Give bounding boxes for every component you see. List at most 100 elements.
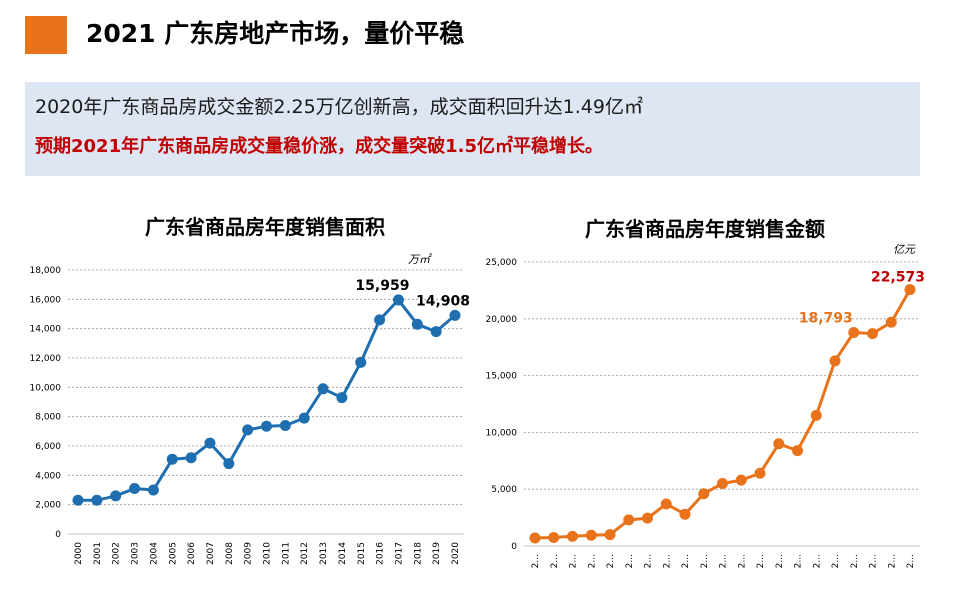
data-point: [660, 498, 672, 510]
y-tick-label: 15,000: [486, 372, 518, 382]
data-point: [129, 483, 141, 495]
x-tick-label: 2017: [394, 542, 404, 565]
x-tick-label: 2007: [206, 542, 216, 565]
x-tick-label: 2001: [93, 542, 103, 565]
data-point: [355, 356, 367, 368]
x-tick-label: 2008: [225, 542, 235, 565]
x-tick-label: 2...: [681, 554, 691, 568]
data-label: 22,573: [871, 270, 925, 286]
x-tick-label: 2010: [263, 542, 273, 565]
x-tick-label: 2011: [281, 542, 291, 565]
data-point: [374, 314, 386, 326]
x-tick-label: 2...: [531, 554, 541, 568]
unit-label: 亿元: [893, 243, 916, 256]
x-tick-label: 2016: [376, 542, 386, 565]
y-axis-ticks: 0 2,000 4,000 6,000 8,000 10,000 12,000 14,000 1…: [30, 266, 62, 540]
y-tick-label: 18,000: [30, 266, 62, 276]
data-point: [411, 318, 423, 330]
x-tick-label: 2...: [812, 554, 822, 568]
data-point: [867, 328, 878, 340]
x-tick-label: 2020: [451, 542, 461, 565]
data-point: [185, 452, 197, 464]
y-tick-label: 2,000: [35, 501, 61, 511]
summary-line-2: 预期2021年广东商品房成交量稳价涨，成交量突破1.5亿㎡平稳增长。: [35, 136, 603, 157]
y-tick-label: 10,000: [30, 383, 62, 393]
x-tick-label: 2...: [906, 554, 916, 568]
x-tick-label: 2009: [244, 542, 254, 565]
x-axis-ticks: 2... 2... 2... 2... 2... 2... 2... 2... 2... 2...…: [531, 554, 916, 568]
x-tick-label: 2...: [606, 554, 616, 568]
y-tick-label: 10,000: [486, 428, 518, 438]
x-tick-label: 2002: [112, 542, 122, 565]
x-tick-label: 2...: [794, 554, 804, 568]
data-point: [449, 309, 461, 321]
y-tick-label: 12,000: [30, 354, 62, 364]
data-point: [792, 445, 803, 457]
x-tick-label: 2015: [357, 542, 367, 565]
data-point: [392, 294, 404, 306]
data-label: 14,908: [416, 293, 470, 309]
y-axis-ticks: 0 5,000 10,000 15,000 20,000 25,000: [486, 258, 518, 552]
y-tick-label: 0: [511, 542, 517, 552]
y-tick-label: 0: [55, 530, 61, 540]
x-tick-label: 2...: [700, 554, 710, 568]
data-point: [848, 327, 860, 339]
gridlines: [524, 261, 920, 547]
y-tick-label: 20,000: [486, 315, 518, 325]
title-accent-square: [25, 16, 67, 54]
series-line: [529, 284, 916, 544]
chart-title: 广东省商品房年度销售面积: [145, 215, 385, 239]
x-tick-label: 2003: [131, 542, 141, 565]
data-point: [279, 419, 291, 431]
x-tick-label: 2...: [719, 554, 729, 568]
data-point: [735, 474, 747, 486]
data-labels: 18,793 22,573: [799, 270, 925, 327]
data-point: [317, 383, 329, 395]
y-tick-label: 8,000: [35, 413, 61, 423]
x-tick-label: 2...: [644, 554, 654, 568]
data-point: [223, 458, 235, 470]
x-tick-label: 2...: [831, 554, 841, 568]
y-tick-label: 25,000: [486, 258, 518, 268]
series-polyline: [534, 288, 912, 540]
x-tick-label: 2004: [149, 542, 159, 565]
sales-area-chart: 广东省商品房年度销售面积 万㎡ 0 2,000 4,000 6,000 8,000 10,…: [30, 215, 471, 565]
data-point: [91, 494, 103, 506]
data-point: [261, 420, 272, 432]
summary-box: 2020年广东商品房成交金额2.25万亿创新高，成交面积回升达1.49亿㎡ 预期…: [25, 82, 920, 176]
y-tick-label: 16,000: [30, 295, 62, 305]
data-point: [904, 284, 916, 296]
x-axis-ticks: 2000 2001 2002 2003 2004 2005 2006 2007 2008 2009…: [74, 542, 461, 565]
data-point: [885, 316, 897, 328]
unit-label: 万㎡: [408, 253, 432, 266]
summary-line-1: 2020年广东商品房成交金额2.25万亿创新高，成交面积回升达1.49亿㎡: [35, 96, 643, 118]
x-tick-label: 2...: [869, 554, 879, 568]
y-tick-label: 14,000: [30, 325, 62, 335]
data-point: [604, 529, 616, 541]
data-point: [810, 409, 822, 421]
data-point: [548, 531, 560, 543]
data-point: [336, 392, 348, 404]
data-labels: 15,959 14,908: [355, 278, 470, 309]
data-point: [623, 514, 635, 526]
data-point: [110, 490, 122, 502]
data-point: [585, 529, 597, 541]
data-point: [773, 438, 785, 450]
x-tick-label: 2012: [300, 542, 310, 565]
data-point: [298, 412, 310, 424]
data-point: [829, 355, 841, 367]
data-point: [529, 532, 541, 544]
x-tick-label: 2...: [756, 554, 766, 568]
sales-amount-chart: 广东省商品房年度销售金额 亿元 0 5,000 10,000 15,000 20,000…: [486, 217, 926, 568]
data-label: 18,793: [799, 311, 853, 327]
x-tick-label: 2...: [550, 554, 560, 568]
x-tick-label: 2...: [662, 554, 672, 568]
chart-title: 广东省商品房年度销售金额: [585, 217, 825, 241]
x-tick-label: 2...: [569, 554, 579, 568]
data-point: [567, 530, 578, 542]
data-point: [72, 494, 84, 506]
x-tick-label: 2...: [887, 554, 897, 568]
data-point: [242, 424, 254, 436]
data-point: [698, 488, 710, 500]
x-tick-label: 2014: [338, 542, 348, 565]
